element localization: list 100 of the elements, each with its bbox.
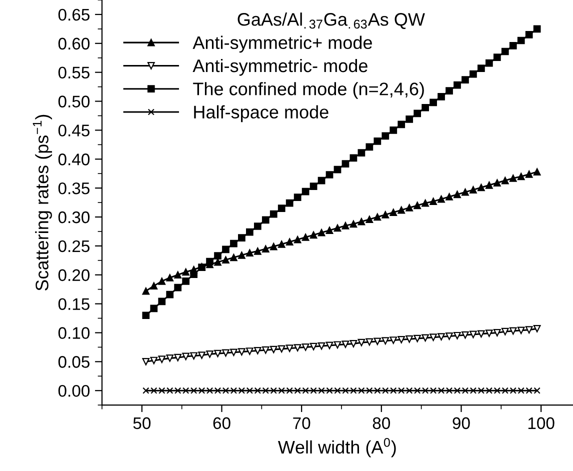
point [422, 334, 429, 342]
point [422, 104, 429, 112]
point [318, 342, 326, 350]
point [414, 202, 422, 210]
point [462, 188, 469, 196]
legend-label: Anti-symmetric+ mode [192, 36, 372, 53]
point [374, 338, 382, 346]
point [342, 222, 350, 230]
point [422, 199, 429, 207]
point [525, 31, 533, 38]
point [454, 332, 461, 340]
point [446, 332, 453, 340]
x-tick-label: 60 [213, 417, 230, 430]
point [190, 270, 198, 278]
point [294, 236, 302, 244]
point [454, 190, 461, 198]
point [262, 216, 270, 224]
y-tick-label: 0.15 [58, 298, 90, 310]
x-tick-label: 50 [133, 417, 151, 430]
point [406, 116, 414, 123]
y-tick-label: 0.55 [58, 66, 90, 79]
y-tick-label: 0.10 [58, 327, 90, 339]
legend-label: The confined mode (n=2,4,6) [193, 82, 424, 99]
point [310, 231, 318, 239]
point [222, 246, 230, 254]
legend-label: Anti-symmetric- mode [192, 58, 368, 76]
point [438, 333, 445, 340]
point [366, 143, 374, 151]
point [501, 48, 509, 56]
y-tick-label: 0.30 [58, 211, 90, 224]
point [517, 326, 525, 334]
point [182, 278, 190, 285]
point [310, 342, 318, 350]
point [262, 245, 270, 252]
point [478, 330, 485, 338]
point [454, 81, 461, 89]
point [446, 193, 453, 200]
point [493, 54, 501, 61]
point [254, 247, 262, 255]
point [509, 327, 517, 335]
point [390, 208, 398, 216]
y-tick-label: 0.40 [58, 154, 90, 166]
point [501, 176, 509, 184]
point [533, 25, 541, 33]
point [517, 36, 525, 44]
point [230, 348, 238, 356]
point [278, 204, 286, 212]
x-tick-label: 80 [372, 417, 390, 430]
point [150, 282, 158, 290]
point [302, 188, 310, 196]
point [278, 240, 286, 248]
y-tick-label: 0.20 [58, 269, 90, 282]
point [222, 349, 230, 357]
point [382, 337, 390, 345]
y-tick-label: 0.00 [58, 384, 90, 397]
point [142, 358, 150, 366]
point [446, 87, 453, 95]
point [430, 198, 437, 206]
point [350, 154, 358, 162]
point [406, 204, 414, 212]
y-tick-label: 0.45 [58, 124, 90, 136]
point [286, 199, 294, 207]
point [302, 234, 310, 241]
point [470, 70, 477, 78]
point [374, 138, 382, 145]
point [438, 195, 445, 203]
point [174, 284, 182, 292]
point [182, 352, 190, 360]
x-tick-label: 70 [293, 417, 310, 430]
point [238, 252, 246, 259]
y-axis-title: Scattering rates (ps$^{−1}$) [32, 114, 52, 291]
point [334, 341, 342, 349]
point [254, 346, 262, 354]
point [334, 224, 342, 232]
point [294, 344, 302, 352]
point [501, 328, 509, 336]
point [182, 268, 190, 276]
point [230, 240, 238, 248]
point [462, 76, 469, 84]
point [158, 278, 166, 285]
point [246, 348, 254, 355]
point [438, 92, 445, 100]
point [286, 344, 294, 352]
point [470, 330, 477, 338]
point [142, 312, 150, 320]
y-tick-label: 0.65 [58, 8, 90, 21]
point [398, 336, 406, 344]
point [254, 222, 262, 230]
point [414, 110, 422, 118]
point [382, 132, 390, 140]
point [158, 356, 166, 364]
point [350, 340, 358, 348]
point [318, 176, 326, 184]
point [190, 352, 198, 360]
point [525, 326, 533, 334]
point [318, 228, 326, 236]
point [206, 350, 214, 358]
y-tick-label: 0.50 [58, 96, 90, 108]
point [174, 271, 182, 279]
point [222, 256, 230, 264]
